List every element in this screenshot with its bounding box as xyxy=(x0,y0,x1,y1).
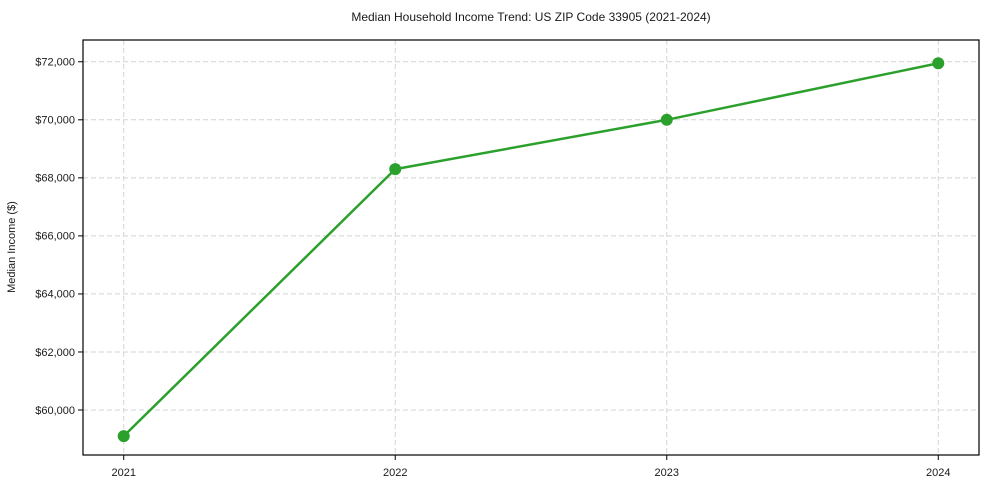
data-series-layer xyxy=(117,57,945,443)
y-tick-label: $72,000 xyxy=(35,57,75,69)
data-point-2022 xyxy=(389,163,402,176)
data-point-2024 xyxy=(932,57,945,70)
data-point-2023 xyxy=(660,113,673,126)
y-tick-label: $60,000 xyxy=(35,405,75,417)
x-tick-label: 2021 xyxy=(111,467,135,479)
data-point-2021 xyxy=(117,430,130,443)
y-axis-label: Median Income ($) xyxy=(6,201,18,293)
trend-line xyxy=(122,61,940,438)
y-tick-label: $66,000 xyxy=(35,231,75,243)
y-tick-label: $62,000 xyxy=(35,347,75,359)
y-tick-label: $64,000 xyxy=(35,289,75,301)
x-tick-label: 2022 xyxy=(383,467,407,479)
y-tick-label: $70,000 xyxy=(35,115,75,127)
axis-layer: $60,000 $62,000 $64,000 $66,000 $68,000 $70,0… xyxy=(35,39,980,479)
x-tick-label: 2024 xyxy=(926,467,950,479)
chart-title: Median Household Income Trend: US ZIP Co… xyxy=(351,10,710,24)
y-tick-label: $68,000 xyxy=(35,173,75,185)
plot-border xyxy=(82,39,980,456)
grid-layer xyxy=(83,40,979,455)
x-tick-label: 2023 xyxy=(655,467,679,479)
